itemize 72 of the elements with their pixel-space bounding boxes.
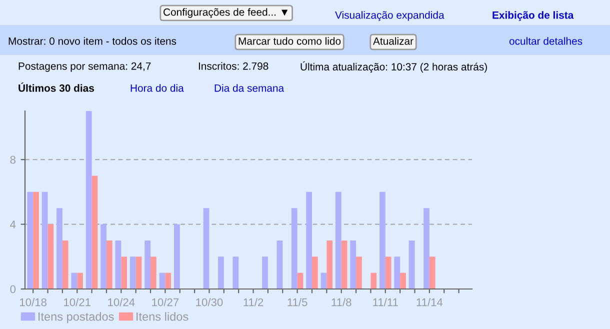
y-tick-label: 8 [10,156,16,164]
bar [150,256,156,289]
bar [262,256,268,289]
bar [429,256,436,289]
bar [92,176,98,289]
bar [33,192,39,289]
bar [408,240,415,289]
text: Últimos 30 dias [18,82,94,92]
bar [56,208,62,289]
bar [232,256,239,289]
text: Configurações de feed... ▼ [164,8,288,18]
bar [106,240,112,289]
bar [424,208,430,289]
x-tick-label: 11/5 [288,298,308,306]
bar [312,256,318,289]
bar [400,272,406,289]
bar [326,240,333,289]
bar [350,240,356,289]
y-tick-label: 0 [10,285,16,294]
text: Visualização expandida [335,11,444,21]
bar [71,272,78,289]
bar [320,272,327,289]
legend-label: Itens lidos [136,312,188,321]
bar [203,208,210,289]
bar [370,272,377,289]
text: Última atualização: 10:37 (2 horas atrás) [300,61,487,73]
bar [218,256,224,289]
x-tick-label: 10/30 [196,298,223,306]
text: Dia da semana [214,84,284,92]
bar [335,192,342,289]
x-tick-label: 10/24 [108,298,135,306]
text: Inscritos: 2.798 [198,62,268,70]
x-tick-label: 11/2 [244,298,264,306]
x-tick-label: 11/8 [332,298,352,306]
bar [48,224,54,289]
bar [121,256,128,289]
text: Marcar tudo como lido [238,37,341,45]
text: Mostrar: 0 novo item - todos os itens [8,37,176,45]
bar [144,240,151,289]
text: Hora do dia [130,84,184,92]
x-tick-label: 11/11 [373,298,398,306]
text: ocultar detalhes [509,37,582,45]
bar [297,272,304,289]
bar [86,111,92,289]
bar [77,272,83,289]
bar [341,240,348,289]
bar [100,224,106,289]
bar [165,272,172,289]
bar [276,240,283,289]
bar [394,256,400,289]
legend-label: Itens postados [38,312,114,324]
bar [306,192,312,289]
text: Postagens por semana: 24,7 [18,62,151,72]
bar [159,272,166,289]
bar [291,208,298,289]
text: Atualizar [373,37,414,45]
y-tick-label: 4 [10,220,16,228]
x-tick-label: 11/14 [416,298,443,306]
text: Exibição de lista [492,11,574,21]
bar [62,240,68,289]
bar [356,256,362,289]
bar [115,240,122,289]
x-tick-label: 10/27 [152,298,179,306]
bar [42,192,48,289]
x-tick-label: 10/21 [64,298,90,306]
bar [380,192,386,289]
bar [385,256,392,289]
bar [130,256,136,289]
bar [136,256,142,289]
bar [174,224,180,289]
x-tick-label: 10/18 [20,298,46,306]
bar [27,192,34,289]
